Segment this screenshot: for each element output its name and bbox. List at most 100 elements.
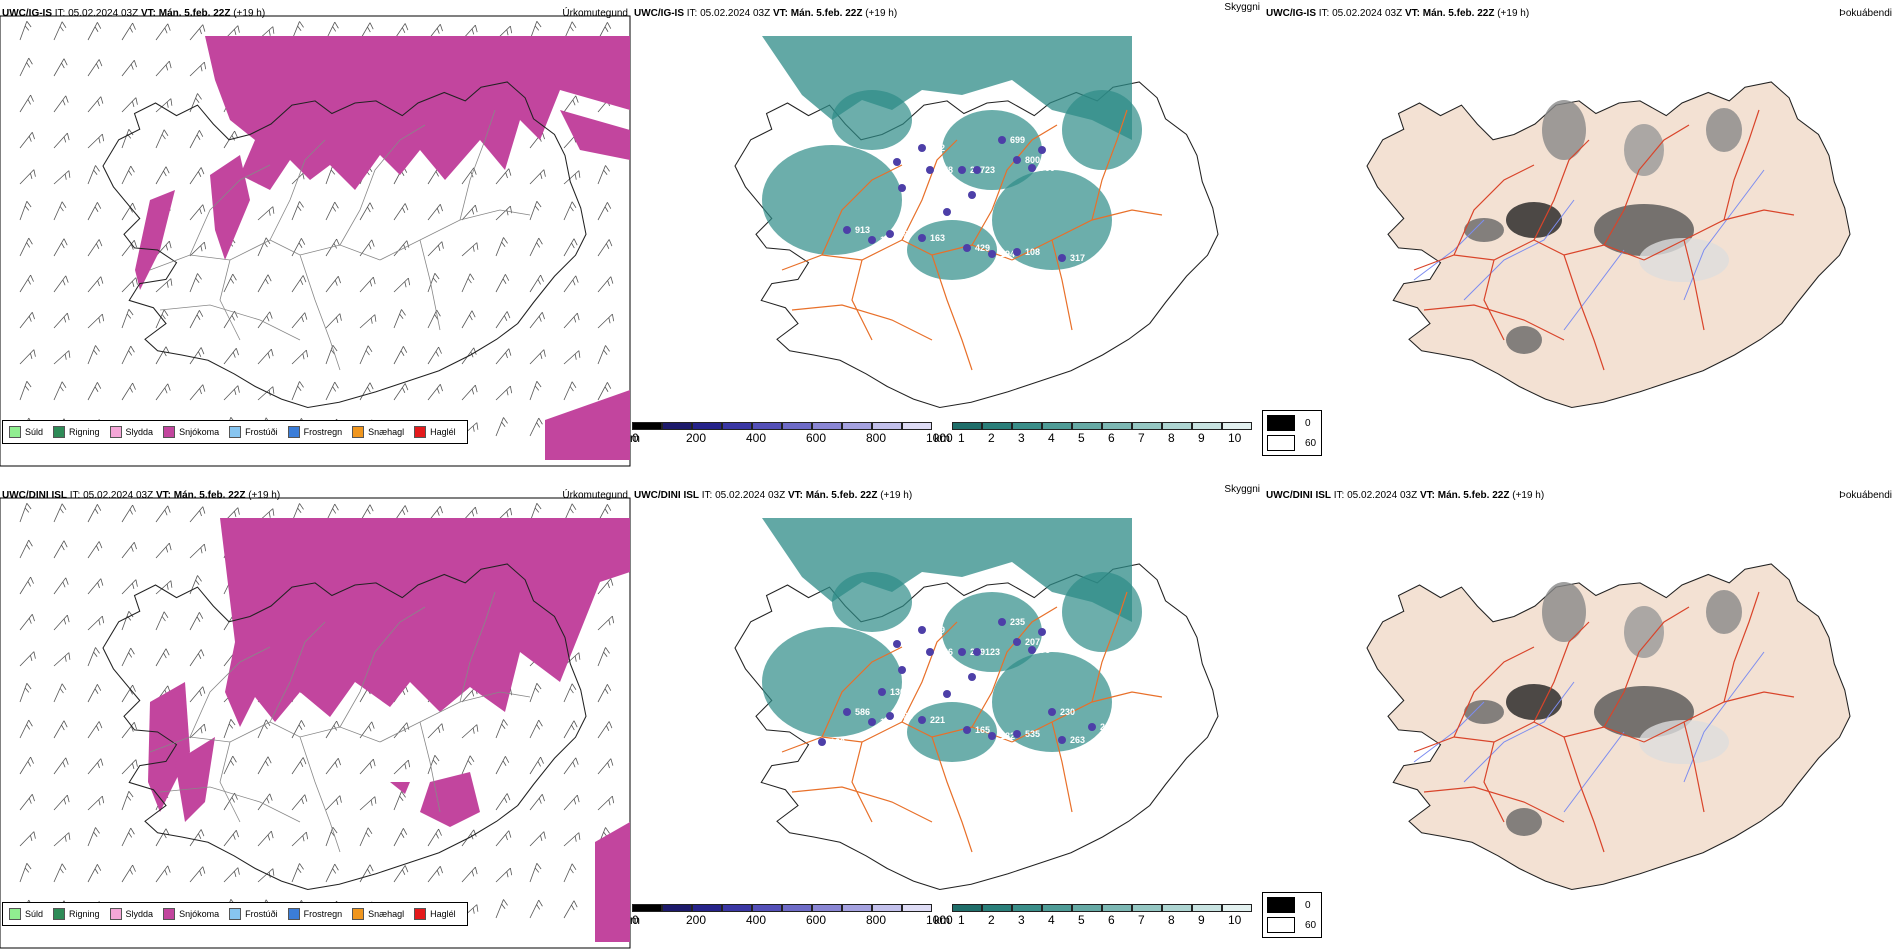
low-vis-point (943, 690, 951, 698)
wind-barb (189, 649, 205, 667)
wind-barb (529, 899, 543, 919)
low-vis-point (968, 673, 976, 681)
wind-barb (155, 865, 171, 883)
init-time: 05.02.2024 03Z (715, 490, 786, 501)
wind-barb (121, 790, 134, 811)
wind-barb (53, 201, 67, 221)
wind-barb (121, 579, 138, 595)
visibility-label: 535 (1025, 729, 1040, 739)
visibility-label: 691 (910, 665, 925, 675)
wind-barb (121, 610, 134, 631)
road-line (189, 646, 271, 738)
legend-label: Rigning (69, 909, 100, 919)
colorbar-segment (1012, 904, 1042, 912)
wind-barb (291, 201, 304, 221)
wind-barb (325, 757, 341, 775)
low-vis-point (1028, 646, 1036, 654)
legend-item-slydda: Slydda (109, 908, 153, 920)
colorbar-segment (1192, 422, 1222, 430)
colorbar-segment (952, 422, 982, 430)
wind-barb (461, 204, 478, 221)
wind-barb (495, 274, 510, 293)
snowfall-area (220, 518, 630, 727)
wind-barb (257, 348, 274, 365)
road-line (1483, 741, 1505, 823)
road-line (219, 259, 241, 341)
low-visibility-area (762, 36, 1132, 140)
legend-label: Snæhagl (368, 427, 405, 437)
wind-barb (563, 832, 581, 847)
fog-key-label: 60 (1305, 919, 1317, 931)
wind-barb (19, 349, 36, 365)
wind-barb (121, 59, 137, 77)
wind-barb (495, 867, 513, 883)
low-vis-point (998, 136, 1006, 144)
low-vis-point (898, 666, 906, 674)
wind-barb (87, 276, 104, 293)
wind-barb (597, 202, 612, 221)
road-line (901, 139, 958, 241)
low-vis-point (998, 618, 1006, 626)
colorbar-segment (872, 422, 902, 430)
wind-barb (495, 237, 508, 257)
wind-barb (291, 794, 308, 811)
colorbar-segment (982, 904, 1012, 912)
wind-barb (121, 721, 137, 739)
snowfall-areas (148, 518, 630, 942)
colorbar-tick: 10 (1228, 431, 1242, 445)
wind-barb (461, 242, 479, 257)
lead-time: (+19 h) (880, 490, 913, 501)
fog-index-panel-1: UWC/IG-IS IT: 05.02.2024 03Z VT: Mán. 5.… (1264, 0, 1896, 470)
wind-barb (189, 93, 202, 113)
visibility-label: 398 (898, 711, 913, 721)
legend-swatch (352, 908, 365, 920)
wind-barb (121, 382, 136, 401)
road-line (851, 259, 873, 341)
colorbar-tick: 8 (1168, 431, 1175, 445)
wind-barb (393, 346, 408, 365)
valid-time-prefix: VT: (787, 490, 803, 501)
wind-barb (563, 683, 577, 703)
wind-barb (291, 275, 307, 293)
colorbar-unit: km (934, 913, 950, 927)
low-vis-point (963, 244, 971, 252)
road-line (299, 736, 341, 853)
wind-barb (19, 57, 33, 77)
wind-barb (291, 381, 304, 401)
colorbar-segment (812, 904, 842, 912)
wind-barb (53, 720, 68, 739)
precip-type-panel-2: UWC/DINI ISL IT: 05.02.2024 03Z VT: Mán.… (0, 482, 632, 952)
init-time-prefix: IT: (1333, 490, 1345, 501)
legend-label: Frostregn (303, 427, 343, 437)
init-time-prefix: IT: (69, 490, 81, 501)
wind-barb (597, 345, 610, 365)
road-line (1453, 646, 1535, 738)
river-line (1463, 681, 1575, 783)
wind-barb (427, 754, 440, 775)
snowfall-area (135, 190, 175, 290)
colorbar-segment (752, 422, 782, 430)
wind-barb (189, 575, 202, 595)
wind-barb (87, 758, 104, 775)
wind-barb (189, 686, 206, 703)
wind-barb (155, 542, 172, 559)
fog-blob (1624, 124, 1664, 176)
colorbar-tick: 400 (746, 913, 767, 927)
wind-barb (87, 313, 105, 329)
wind-barb (529, 793, 545, 811)
wind-barb (189, 866, 206, 883)
visibility-label: 586 (855, 707, 870, 717)
visibility-label: 404 (1050, 627, 1065, 637)
panel-header: UWC/IG-IS IT: 05.02.2024 03Z VT: Mán. 5.… (2, 8, 265, 19)
lead-time: (+19 h) (233, 8, 266, 19)
river-line (1413, 701, 1485, 763)
valid-time-prefix: VT: (772, 8, 788, 19)
wind-barb (87, 202, 102, 221)
colorbar-segment (1042, 904, 1072, 912)
road-network (149, 109, 531, 371)
wind-barb (495, 348, 512, 365)
wind-barb (121, 684, 136, 703)
wind-barb (359, 314, 377, 329)
wind-barb (529, 831, 546, 847)
visibility-label: 263 (1070, 735, 1085, 745)
